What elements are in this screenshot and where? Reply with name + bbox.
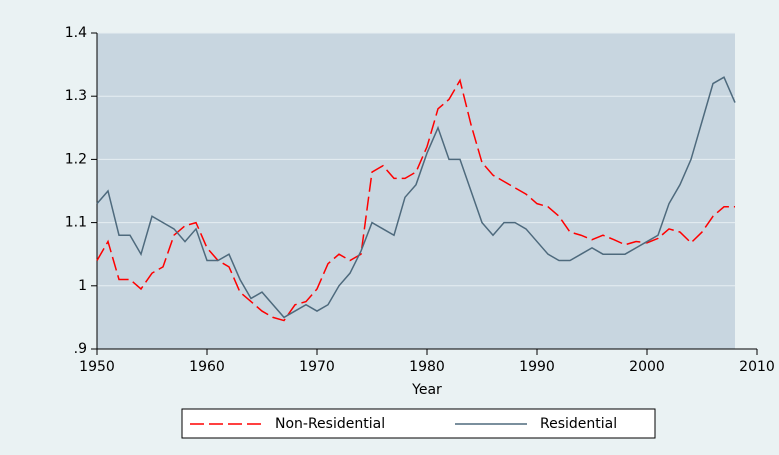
x-tick-label: 2000 [629,359,665,375]
y-tick-label: .9 [74,341,87,357]
x-tick-label: 1980 [409,359,445,375]
plot-background [97,33,735,349]
x-tick-label: 1950 [79,359,115,375]
x-axis-label: Year [411,382,442,398]
legend-label: Residential [540,416,617,432]
x-tick-label: 1960 [189,359,225,375]
y-tick-label: 1.3 [65,88,87,104]
line-series [96,76,736,319]
y-tick-label: 1 [78,278,87,294]
y-tick-label: 1.4 [65,25,87,41]
y-tick-label: 1.1 [65,215,87,231]
x-tick-label: 1970 [299,359,335,375]
legend-label: Non-Residential [275,416,385,432]
x-tick-label: 1990 [519,359,555,375]
y-tick-label: 1.2 [65,151,87,167]
x-tick-label: 2010 [739,359,775,375]
line-series [96,78,735,322]
